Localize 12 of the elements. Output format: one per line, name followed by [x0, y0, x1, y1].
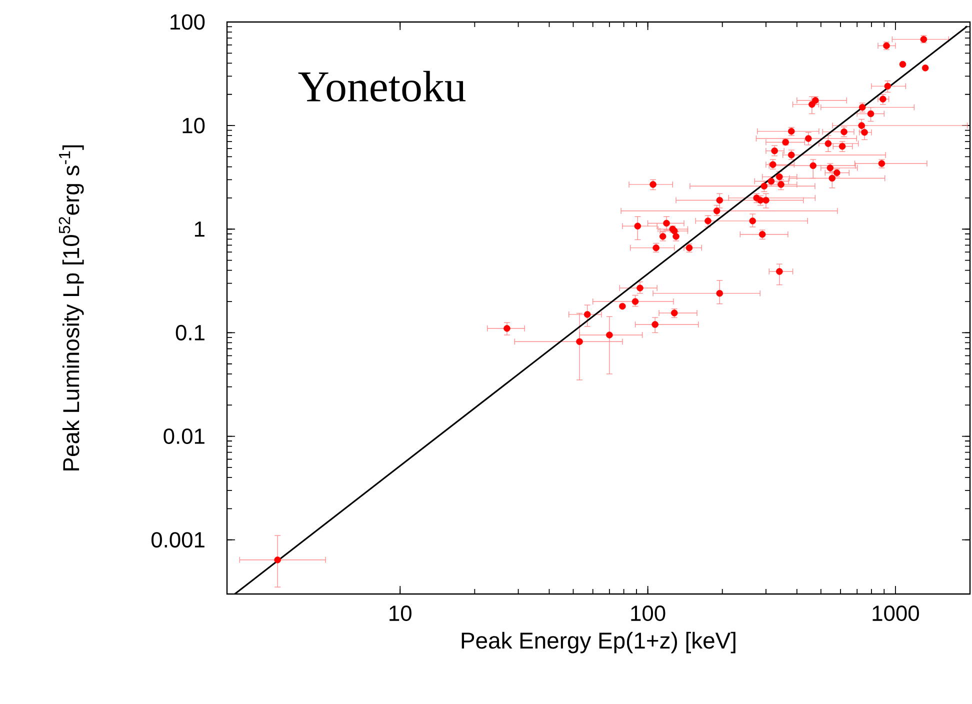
- y-axis-title: Peak Luminosity Lp [10$^{52}$erg s$^{-1}$]: [58, 145, 84, 470]
- x-tick-label: 10: [390, 606, 412, 622]
- y-tick-label: 0.01: [164, 428, 204, 444]
- x-tick-label: 100: [631, 606, 666, 622]
- x-tick-label: 1000: [872, 606, 919, 622]
- y-tick-label: 0.1: [176, 324, 204, 340]
- y-tick-label: 100: [170, 14, 205, 30]
- y-tick-label: 0.001: [152, 532, 204, 548]
- y-tick-label: 1: [194, 222, 204, 237]
- text: Yonetoku: [298, 70, 466, 102]
- x-axis-title: Peak Energy Ep(1+z) [keV]: [462, 632, 736, 654]
- y-tick-label: 10: [182, 118, 205, 134]
